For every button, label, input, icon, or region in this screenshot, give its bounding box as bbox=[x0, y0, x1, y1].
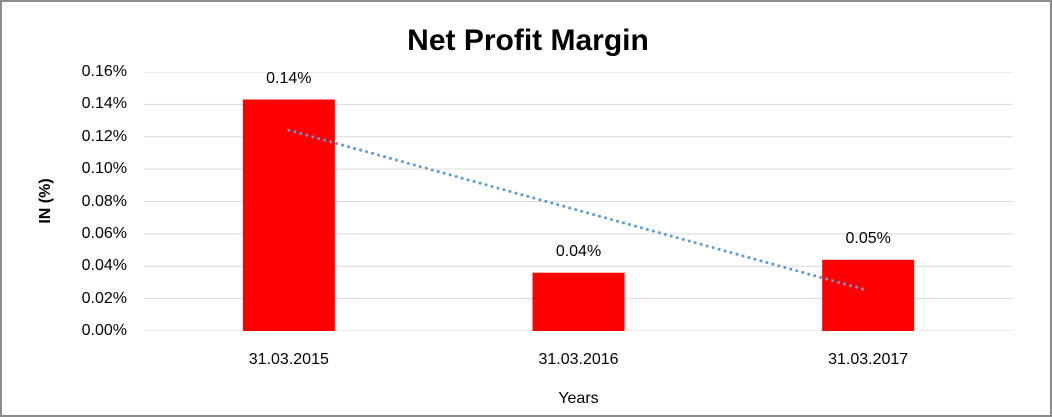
linear-trendline bbox=[287, 128, 870, 293]
x-axis-title: Years bbox=[558, 390, 599, 407]
y-tick-label: 0.10% bbox=[81, 160, 127, 178]
y-tick-label: 0.14% bbox=[81, 95, 127, 113]
y-tick-label: 0.16% bbox=[81, 63, 127, 80]
bar-value-label: 0.14% bbox=[266, 69, 312, 87]
plot-area bbox=[144, 71, 1013, 332]
bar-value-label: 0.04% bbox=[555, 242, 602, 260]
x-category-label: 31.03.2016 bbox=[538, 351, 619, 368]
bar-31.03.2015 bbox=[242, 99, 335, 331]
y-tick-label: 0.12% bbox=[81, 127, 127, 145]
chart-title: Net Profit Margin bbox=[407, 24, 649, 57]
bar-31.03.2016 bbox=[532, 272, 625, 331]
y-tick-label: 0.02% bbox=[81, 289, 127, 307]
y-tick-label: 0.06% bbox=[81, 224, 127, 242]
chart-canvas bbox=[144, 71, 1013, 332]
y-tick-label: 0.04% bbox=[81, 257, 127, 275]
y-tick-label: 0.00% bbox=[81, 322, 127, 339]
x-category-label: 31.03.2017 bbox=[828, 351, 909, 368]
bar-value-label: 0.05% bbox=[845, 229, 891, 247]
bar-31.03.2017 bbox=[822, 259, 915, 331]
y-tick-label: 0.08% bbox=[81, 192, 127, 210]
x-category-label: 31.03.2015 bbox=[248, 351, 329, 368]
